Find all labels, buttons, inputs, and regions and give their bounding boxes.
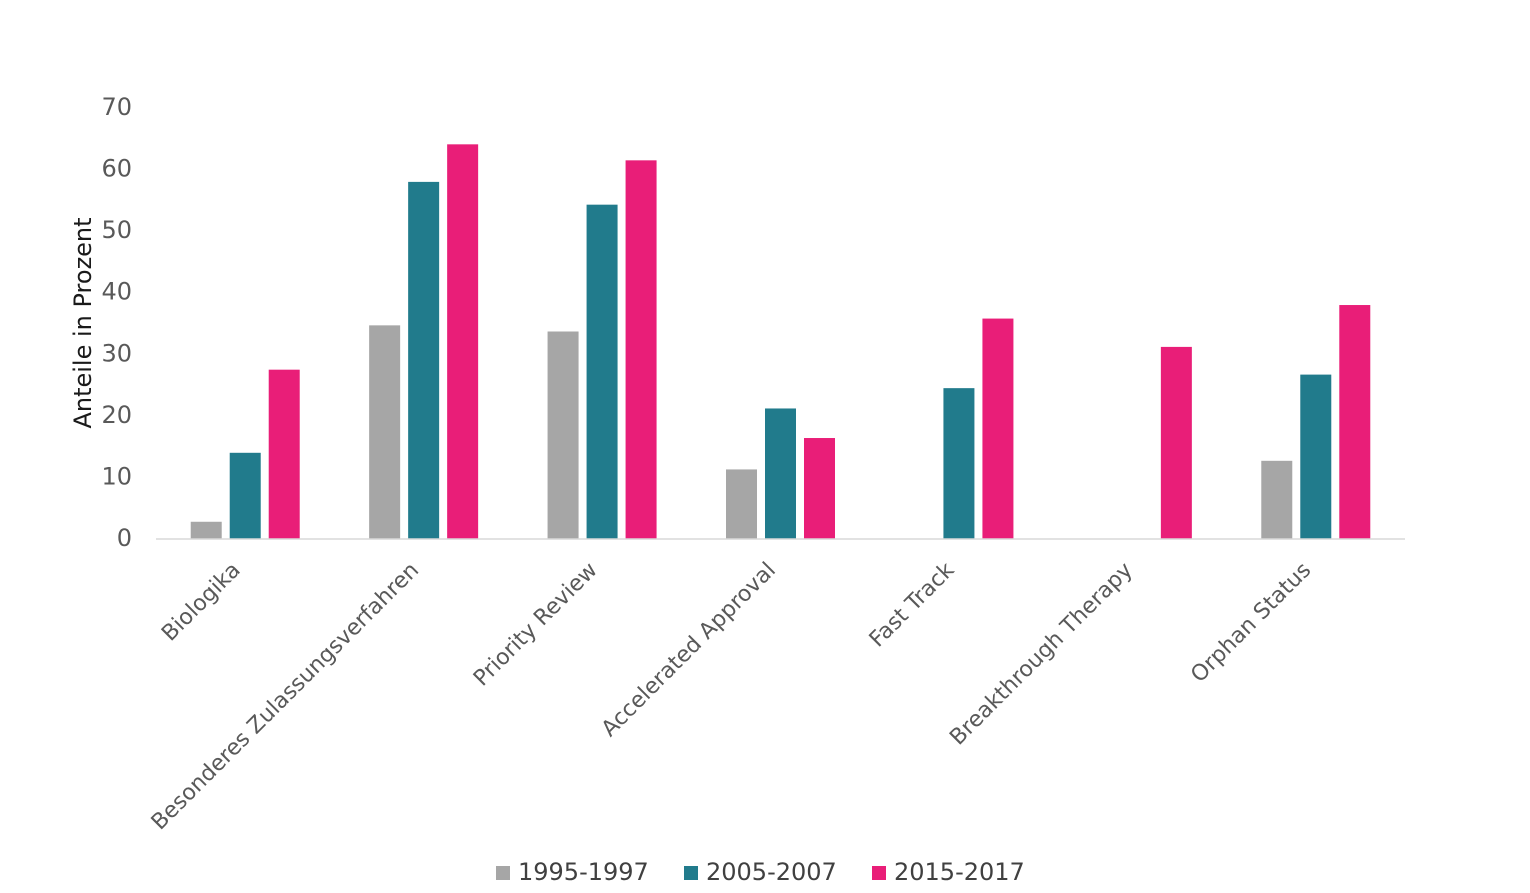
bar-2015-2017-accelerated-approval: [804, 438, 835, 539]
x-tick-label: Priority Review: [469, 558, 602, 691]
bar-2005-2007-biologika: [229, 452, 261, 539]
y-tick-label: 40: [101, 278, 132, 306]
legend-swatch: [496, 866, 510, 880]
bar-2005-2007-accelerated-approval: [765, 408, 796, 539]
bar-2005-2007-besonderes-zulassungsverfahren: [408, 181, 440, 539]
bar-2015-2017-priority-review: [625, 160, 657, 540]
y-axis-ticks: 0 10 20 30 40 50 60 70: [101, 93, 132, 552]
bar-2015-2017-orphan-status: [1339, 305, 1371, 539]
bar-1995-1997-orphan-status: [1261, 460, 1293, 539]
x-tick-label: Fast Track: [865, 558, 960, 653]
y-tick-label: 20: [101, 401, 132, 429]
legend-label: 1995-1997: [518, 858, 649, 886]
bar-1995-1997-accelerated-approval: [726, 469, 757, 539]
y-tick-label: 30: [101, 339, 132, 367]
legend-swatch: [684, 866, 698, 880]
bar-2005-2007-orphan-status: [1300, 374, 1332, 539]
bar-2015-2017-biologika: [268, 369, 300, 539]
y-tick-label: 50: [101, 216, 132, 244]
y-tick-label: 0: [117, 524, 132, 552]
legend-label: 2015-2017: [894, 858, 1025, 886]
legend-swatch: [872, 866, 886, 880]
bar-2015-2017-fast-track: [982, 318, 1014, 539]
y-axis-title: Anteile in Prozent: [69, 217, 97, 428]
y-tick-label: 10: [101, 462, 132, 490]
legend-label: 2005-2007: [706, 858, 837, 886]
x-tick-label: Accelerated Approval: [597, 558, 781, 742]
bar-2005-2007-priority-review: [586, 204, 618, 539]
bar-1995-1997-biologika: [190, 521, 222, 539]
x-tick-label: Breakthrough Therapy: [945, 558, 1138, 751]
bar-2015-2017-besonderes-zulassungsverfahren: [447, 144, 479, 539]
x-tick-label: Biologika: [157, 558, 245, 646]
bar-1995-1997-besonderes-zulassungsverfahren: [369, 325, 401, 539]
bars: [190, 144, 1371, 540]
x-tick-label: Orphan Status: [1186, 558, 1316, 688]
bar-1995-1997-priority-review: [547, 331, 579, 539]
bar-2015-2017-breakthrough-therapy: [1160, 346, 1192, 539]
y-tick-label: 60: [101, 155, 132, 183]
bar-2005-2007-fast-track: [943, 388, 975, 539]
legend: 1995-1997 2005-2007 2015-2017: [496, 858, 1025, 886]
y-tick-label: 70: [101, 93, 132, 121]
